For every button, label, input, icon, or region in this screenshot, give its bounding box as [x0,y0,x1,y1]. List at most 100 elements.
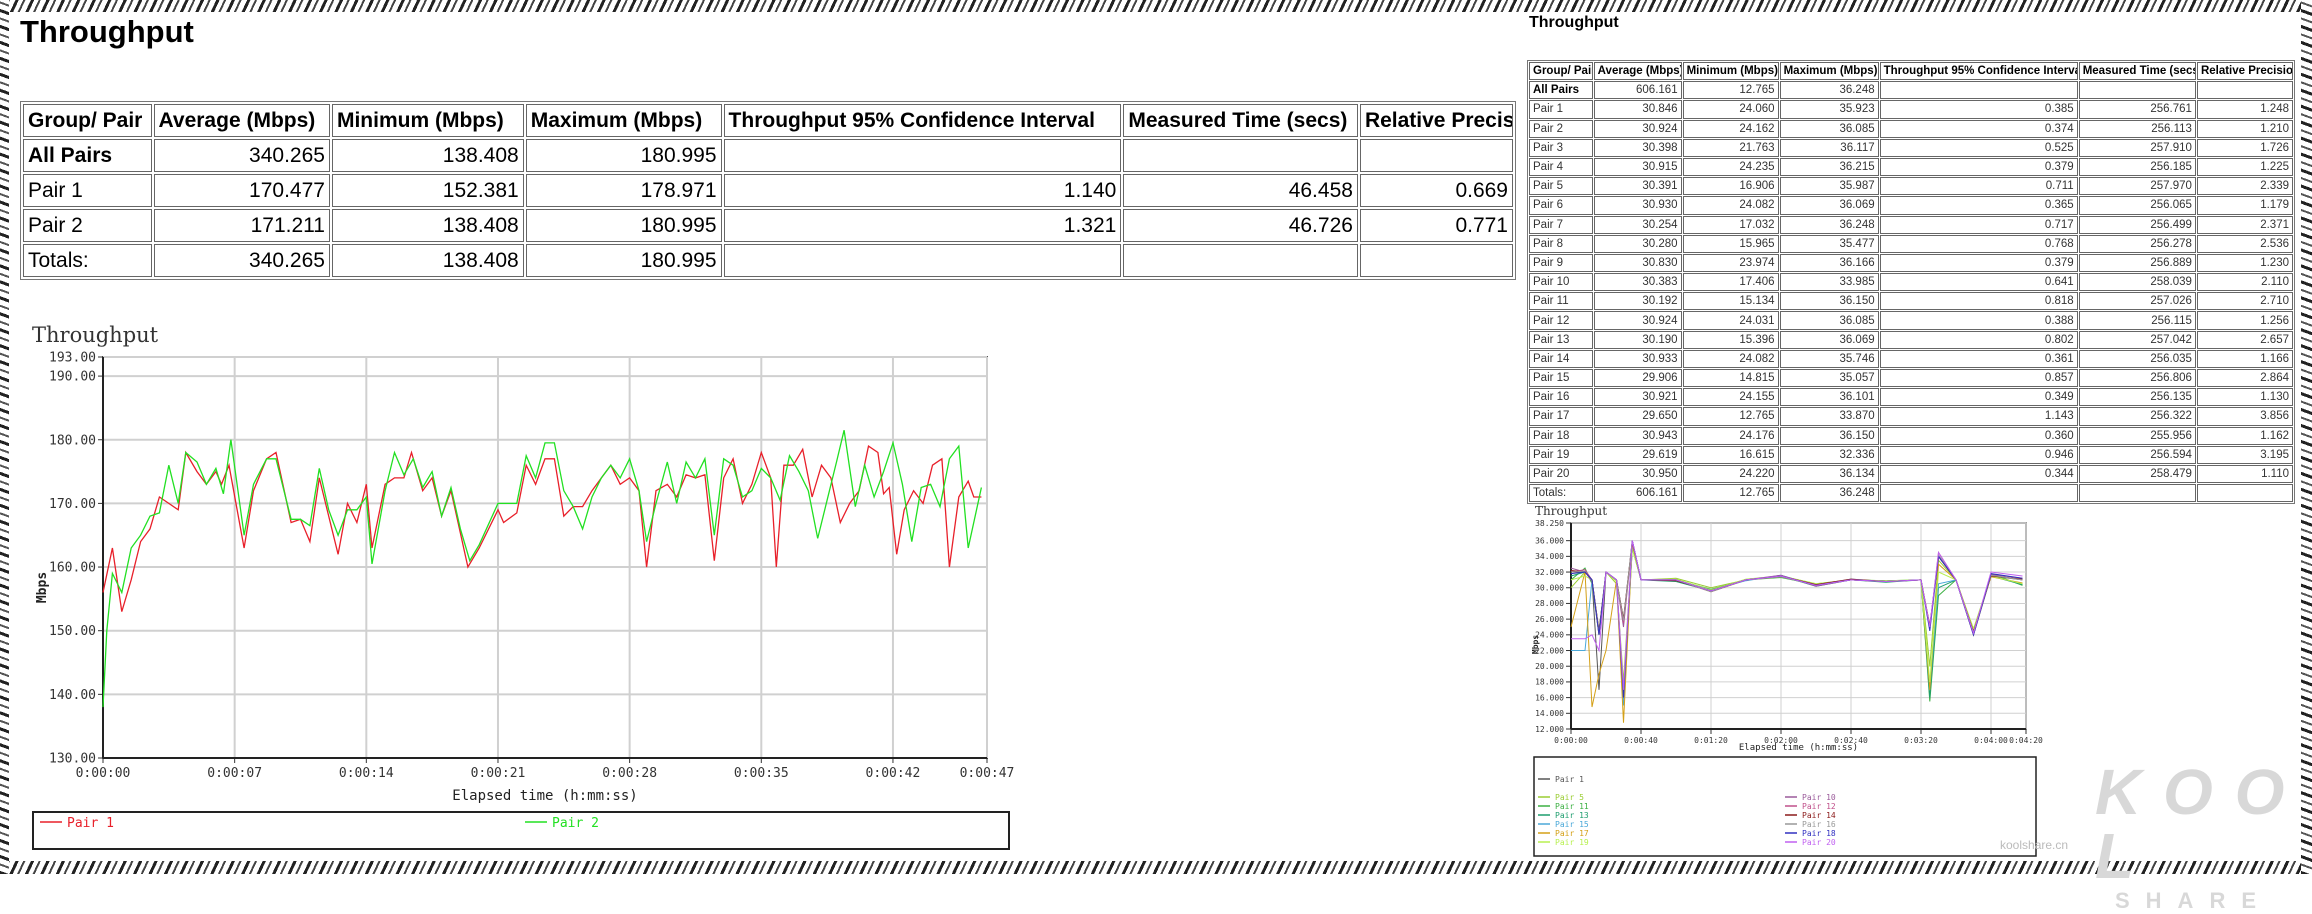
value-cell: 23.974 [1682,253,1779,273]
value-cell: 36.248 [1779,81,1879,100]
y-tick-label: 38.250 [1535,519,1564,528]
value-cell: 30.915 [1593,157,1682,177]
y-tick-label: 190.00 [49,370,96,385]
value-cell: 256.185 [2078,157,2196,177]
value-cell: 138.408 [331,244,524,277]
column-header: Group/ Pair [23,104,152,137]
value-cell: 606.161 [1593,484,1682,503]
value-cell: 30.924 [1593,119,1682,138]
y-tick-label: 170.00 [49,497,96,512]
value-cell: 256.115 [2078,311,2196,330]
row-label-cell: Pair 4 [1529,157,1593,177]
value-cell: 257.042 [2078,330,2196,349]
value-cell: 33.870 [1779,407,1879,426]
y-tick-label: 20.000 [1535,662,1564,671]
value-cell: 35.987 [1779,177,1879,196]
column-header: Throughput 95% Confidence Interval [1879,62,2078,81]
value-cell: 30.830 [1593,253,1682,273]
legend-entry: Pair 20 [1802,838,1836,847]
value-cell [2196,484,2293,503]
y-tick-label: 18.000 [1535,678,1564,687]
value-cell: 256.065 [2078,196,2196,215]
table-row: Pair 8 30.280 15.965 35.477 0.768 256.278 2.53… [1529,234,2293,253]
value-cell: 24.155 [1682,388,1779,407]
legend-entry: Pair 1 [67,816,114,831]
value-cell: 256.113 [2078,119,2196,138]
value-cell: 0.641 [1879,273,2078,292]
y-tick-label: 34.000 [1535,552,1564,561]
value-cell: 256.594 [2078,445,2196,464]
table-row: Pair 9 30.830 23.974 36.166 0.379 256.889 1.23… [1529,253,2293,273]
row-label-cell: Pair 15 [1529,369,1593,388]
x-tick-label: 0:00:47 [960,766,1015,781]
value-cell: 170.477 [153,174,330,207]
series-line-pair-2 [102,430,983,708]
row-label-cell: Pair 2 [23,209,152,242]
y-tick-label: 16.000 [1535,693,1564,702]
value-cell: 1.143 [1879,407,2078,426]
value-cell: 30.933 [1593,349,1682,368]
x-tick-label: 0:04:20 [2009,736,2043,745]
legend-box [32,811,1010,850]
column-header: Minimum (Mbps) [331,104,524,137]
value-cell: 29.906 [1593,369,1682,388]
value-cell: 180.995 [525,139,722,172]
x-tick-label: 0:04:00 [1974,736,2008,745]
legend-entry: Pair 16 [1802,820,1836,829]
value-cell: 1.248 [2196,100,2293,119]
value-cell: 0.711 [1879,177,2078,196]
y-tick-label: 12.000 [1535,725,1564,734]
value-cell [1123,139,1358,172]
value-cell: 46.458 [1123,174,1358,207]
value-cell: 2.657 [2196,330,2293,349]
y-tick-label: 36.000 [1535,536,1564,545]
value-cell: 180.995 [525,244,722,277]
value-cell: 12.765 [1682,407,1779,426]
table-row: All Pairs 606.161 12.765 36.248 [1529,81,2293,100]
x-tick-label: 0:00:14 [339,766,394,781]
column-header: Minimum (Mbps) [1682,62,1779,81]
row-label-cell: Pair 18 [1529,426,1593,445]
value-cell: 0.768 [1879,234,2078,253]
value-cell: 2.864 [2196,369,2293,388]
legend-entry: Pair 11 [1555,802,1589,811]
row-label-cell: Pair 11 [1529,292,1593,311]
plot-area [1570,522,2027,730]
x-tick-label: 0:02:00 [1764,736,1798,745]
x-tick-label: 0:00:07 [207,766,262,781]
row-label-cell: Pair 1 [1529,100,1593,119]
value-cell: 1.140 [723,174,1122,207]
left-report-title: Throughput [20,14,194,49]
value-cell: 178.971 [525,174,722,207]
value-cell [723,244,1122,277]
table-row: Pair 19 29.619 16.615 32.336 0.946 256.594 3.1… [1529,445,2293,464]
column-header: Average (Mbps) [153,104,330,137]
value-cell: 2.536 [2196,234,2293,253]
value-cell: 36.166 [1779,253,1879,273]
y-axis-label: Mbps [1531,635,1540,654]
y-tick-label: 32.000 [1535,568,1564,577]
column-header: Average (Mbps) [1593,62,1682,81]
column-header: Measured Time (secs) [2078,62,2196,81]
column-header: Throughput 95% Confidence Interval [723,104,1122,137]
y-axis-label: Mbps [35,572,50,603]
table-row: Pair 13 30.190 15.396 36.069 0.802 257.042 2.6… [1529,330,2293,349]
x-axis-label: Elapsed time (h:mm:ss) [1739,743,1858,753]
value-cell: 256.806 [2078,369,2196,388]
x-tick-label: 0:00:40 [1624,736,1658,745]
value-cell: 256.278 [2078,234,2196,253]
table-row: Pair 1 170.477 152.381 178.971 1.140 46.458 0.… [23,174,1513,207]
value-cell [2196,81,2293,100]
value-cell: 24.220 [1682,464,1779,484]
value-cell: 12.765 [1682,81,1779,100]
value-cell: 30.398 [1593,138,1682,157]
y-tick-label: 26.000 [1535,615,1564,624]
value-cell: 0.388 [1879,311,2078,330]
row-label-cell: Pair 14 [1529,349,1593,368]
value-cell: 36.150 [1779,426,1879,445]
y-tick-label: 160.00 [49,561,96,576]
left-throughput-chart: 130.00 140.00 150.00 160.00 170.00 180.00 190.… [32,323,1015,850]
row-label-cell: Pair 12 [1529,311,1593,330]
y-tick-label: 140.00 [49,688,96,703]
table-header-row: Group/ Pair Average (Mbps) Minimum (Mbps) M… [1529,62,2293,81]
